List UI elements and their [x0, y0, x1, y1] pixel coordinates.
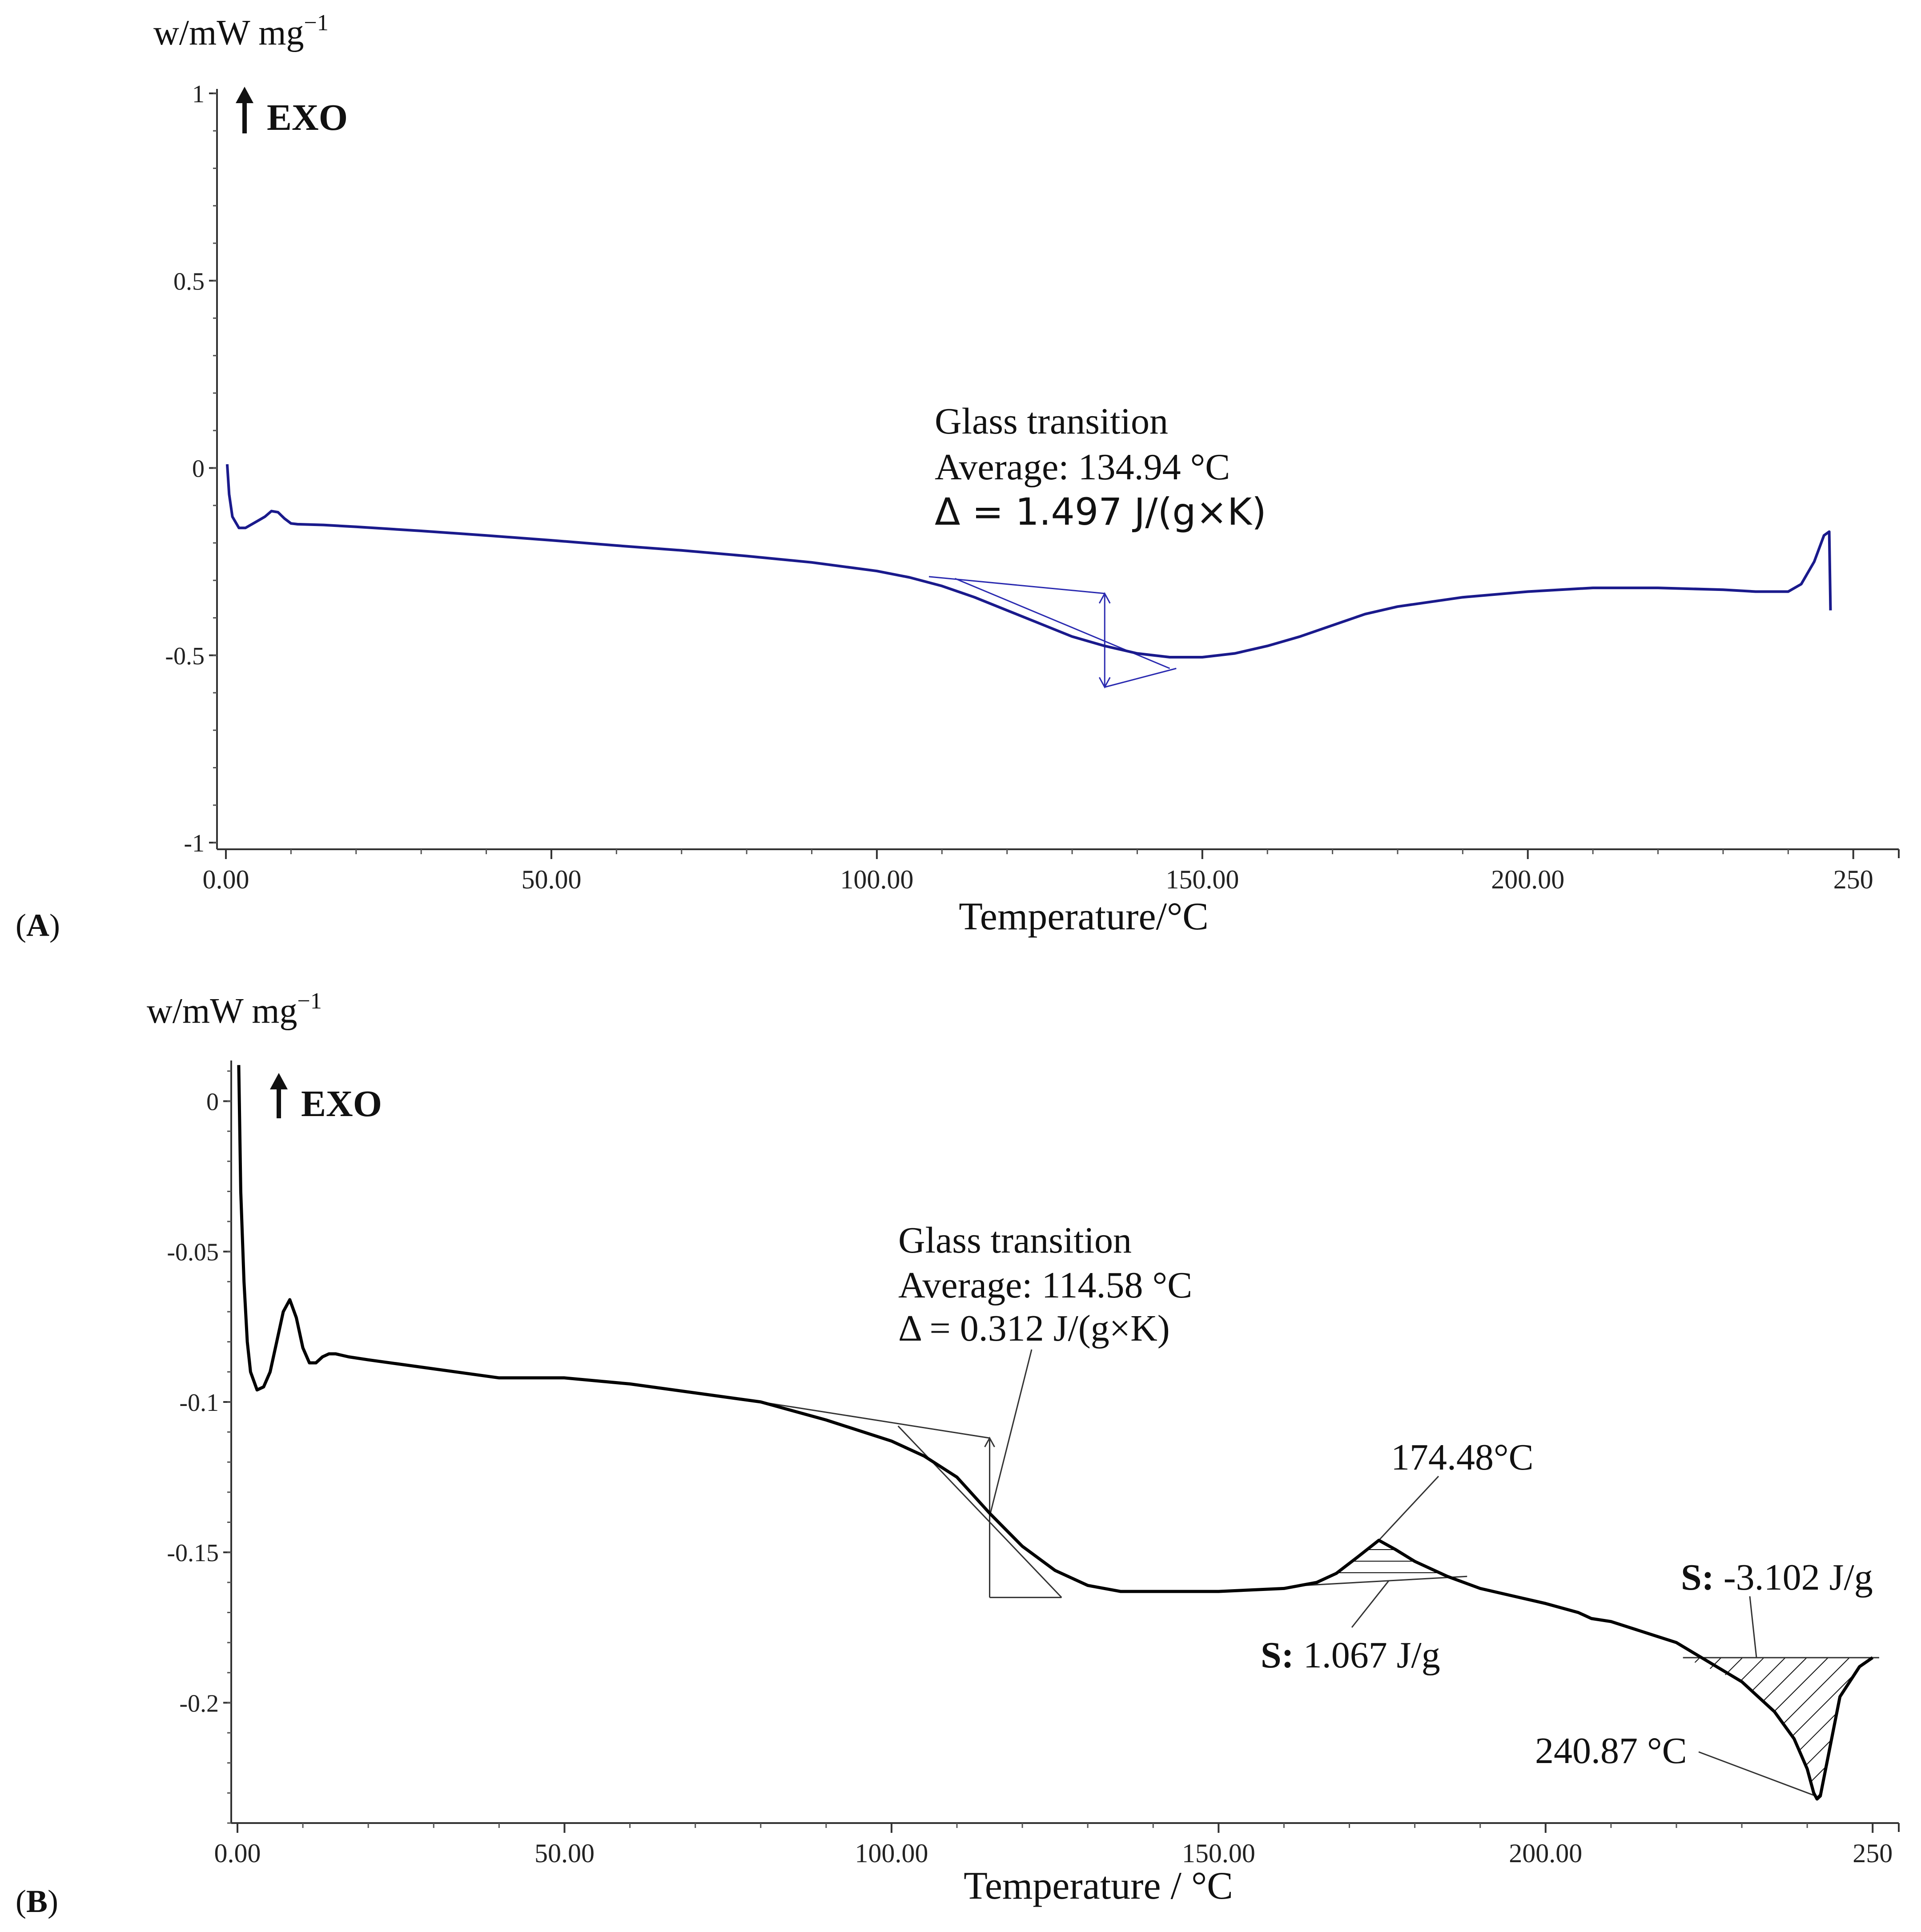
panel-b-y-unit-label: w/mW mg−1	[147, 988, 322, 1031]
panel-b-y-tick-label: -0.15	[167, 1539, 219, 1567]
panel-b-x-tick-label: 0.00	[214, 1839, 261, 1868]
panel-b-x-tick-label: 250	[1853, 1839, 1893, 1868]
panel-a-annotation-delta: Δ = 1.497 J/(g×K)	[935, 490, 1266, 534]
panel-a-step-arrow-head-bottom	[1098, 677, 1111, 689]
panel-b-annotation-delta: Δ = 0.312 J/(g×K)	[898, 1308, 1170, 1349]
panel-b-y-tick-label: -0.2	[179, 1690, 219, 1717]
panel-b-exo-baseline	[1303, 1575, 1467, 1587]
panel-a: w/mW mg−1 1 0.5 0 -0.5 -1 0.00 50.00 100.00 150…	[16, 10, 1900, 943]
panel-b-exo-peak-area	[1303, 1540, 1467, 1586]
panel-a-annotation-glass-transition: Glass transition	[935, 401, 1168, 442]
panel-b-upper-tangent	[760, 1401, 990, 1439]
panel-a-step-arrow-head-top	[1098, 592, 1111, 604]
panel-a-series-line	[225, 464, 1832, 659]
panel-a-inflection-tangent	[954, 578, 1170, 669]
panel-a-y-ticks: 1 0.5 0 -0.5 -1	[165, 80, 217, 857]
panel-b-series-line	[237, 1065, 1874, 1801]
panel-b-annotation-average: Average: 114.58 °C	[898, 1265, 1192, 1306]
panel-b: w/mW mg−1 0 -0.05 -0.1 -0.15 -0.2 0.00 50.00 1…	[16, 988, 1900, 1919]
panel-a-y-tick-label: -1	[184, 830, 205, 857]
panel-b-construction	[760, 1349, 1879, 1799]
panel-b-x-tick-label: 150.00	[1182, 1839, 1255, 1868]
panel-a-x-tick-label: 50.00	[521, 865, 581, 894]
panel-b-inflection-tangent	[897, 1426, 1062, 1598]
panel-b-exo-label: EXO	[301, 1083, 382, 1125]
panel-a-y-tick-label: 0.5	[173, 268, 205, 295]
panel-a-x-ticks: 0.00 50.00 100.00 150.00 200.00 250	[203, 849, 1873, 894]
panel-a-x-axis-title: Temperature/°C	[959, 895, 1209, 938]
panel-b-x-axis-title: Temperature / °C	[964, 1864, 1233, 1908]
panel-a-x-tick-label: 150.00	[1165, 865, 1239, 894]
panel-b-step-arrow-head-top	[984, 1437, 995, 1447]
panel-a-y-tick-label: 1	[192, 80, 205, 108]
panel-a-x-tick-label: 0.00	[203, 865, 249, 894]
panel-b-exo-arrow-icon	[270, 1073, 288, 1089]
panel-a-lower-tangent	[1104, 667, 1177, 688]
panel-a-y-tick-label: -0.5	[165, 643, 205, 670]
panel-a-y-unit-label: w/mW mg−1	[153, 10, 329, 52]
panel-b-x-ticks: 0.00 50.00 100.00 150.00 200.00 250	[214, 1823, 1893, 1868]
panel-b-label: (B)	[16, 1884, 58, 1919]
panel-b-y-tick-label: 0	[206, 1088, 219, 1116]
panel-b-annotation-glass-transition: Glass transition	[898, 1220, 1132, 1261]
panel-b-x-tick-label: 200.00	[1509, 1839, 1582, 1868]
panel-a-annotation-average: Average: 134.94 °C	[935, 446, 1230, 488]
panel-a-label: (A)	[16, 908, 60, 943]
panel-a-x-tick-label: 200.00	[1491, 865, 1564, 894]
panel-b-endo-peak-leader	[1698, 1751, 1816, 1797]
panel-b-exo-area-leader	[1351, 1580, 1389, 1628]
panel-b-annotation-exo-peak-temp: 174.48°C	[1391, 1437, 1534, 1478]
panel-b-glass-transition-leader	[989, 1349, 1033, 1517]
panel-a-x-tick-label: 250	[1833, 865, 1873, 894]
panel-b-x-tick-label: 100.00	[855, 1839, 928, 1868]
panel-b-exo-peak-leader	[1378, 1475, 1439, 1541]
panel-b-annotation-endo-peak-temp: 240.87 °C	[1535, 1730, 1687, 1771]
panel-a-y-tick-label: 0	[192, 455, 205, 483]
panel-a-x-tick-label: 100.00	[840, 865, 913, 894]
panel-b-x-tick-label: 50.00	[535, 1839, 595, 1868]
panel-b-y-tick-label: -0.05	[167, 1239, 219, 1266]
panel-b-y-ticks: 0 -0.05 -0.1 -0.15 -0.2	[167, 1070, 231, 1824]
panel-b-endo-area-leader	[1749, 1596, 1757, 1658]
panel-b-annotation-exo-peak-area: S: 1.067 J/g	[1261, 1635, 1440, 1676]
panel-b-y-tick-label: -0.1	[179, 1389, 219, 1417]
panel-a-exo-label: EXO	[267, 97, 348, 138]
panel-a-exo-arrow-icon	[236, 87, 253, 103]
panel-b-endo-peak-area	[1683, 1657, 1879, 1799]
panel-b-annotation-endo-peak-area: S: -3.102 J/g	[1681, 1557, 1873, 1598]
